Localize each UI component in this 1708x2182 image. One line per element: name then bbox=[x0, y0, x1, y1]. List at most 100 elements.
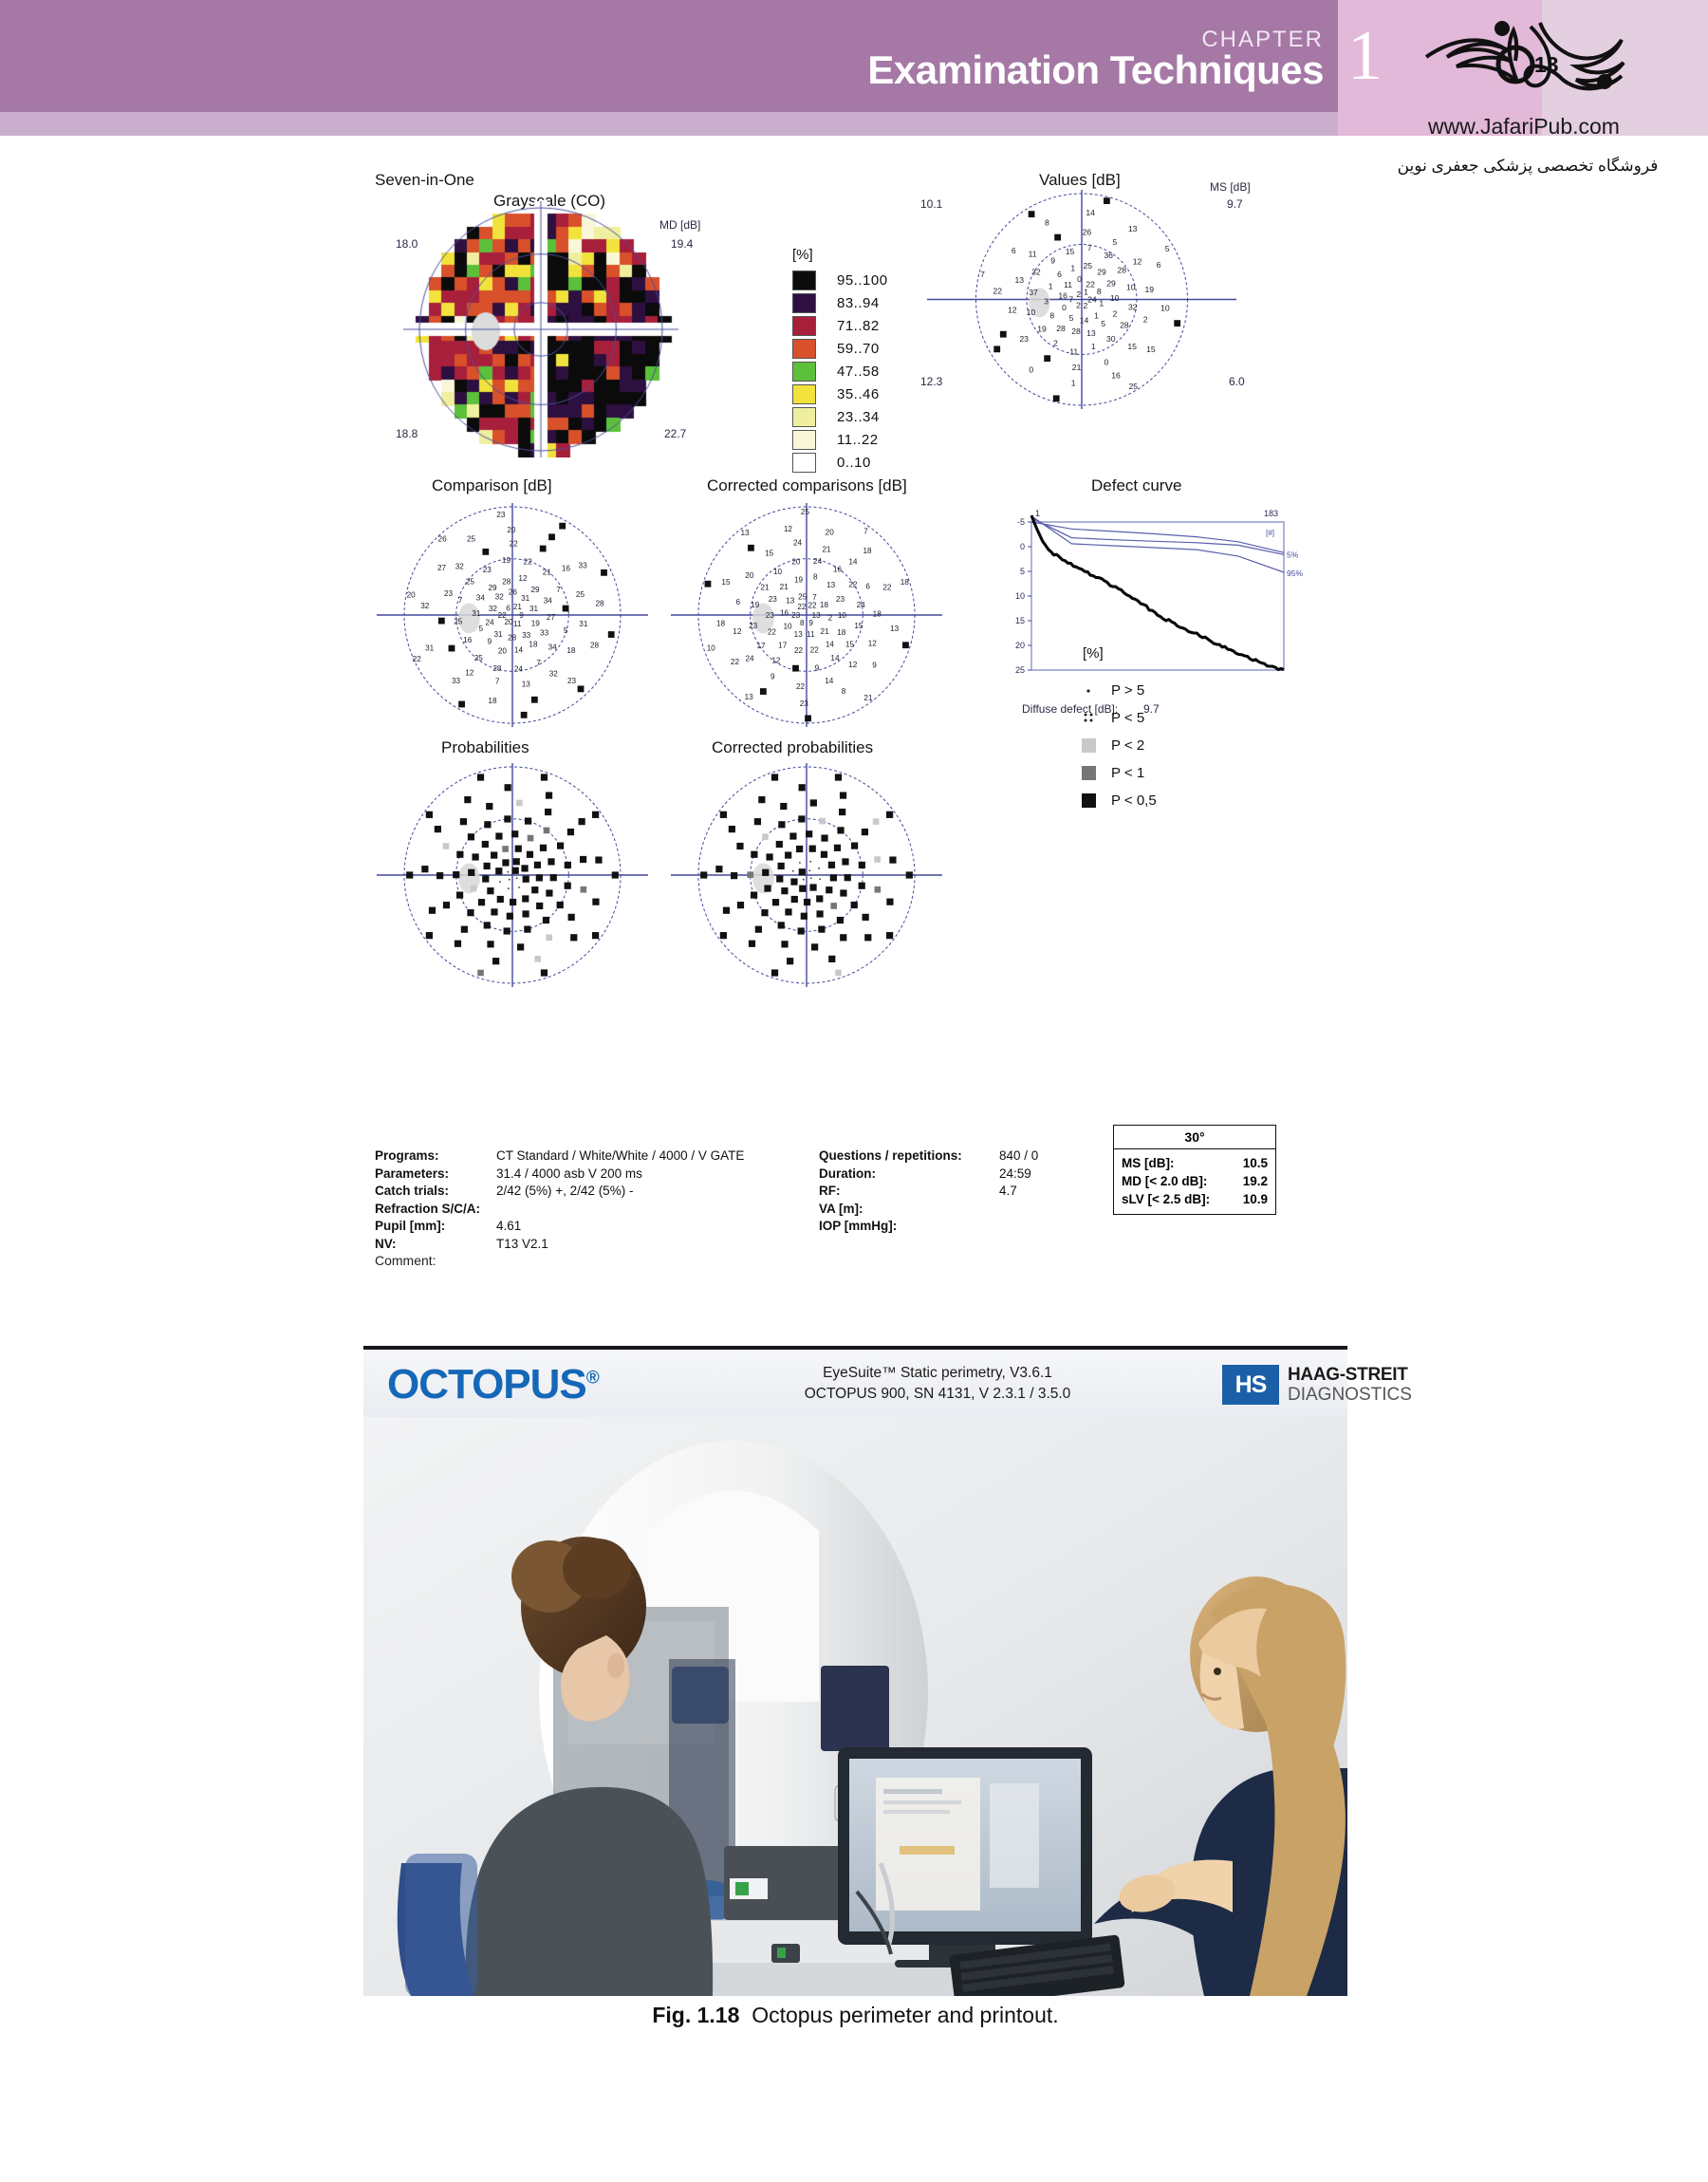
svg-text:34: 34 bbox=[548, 643, 558, 652]
svg-text:2: 2 bbox=[1053, 338, 1058, 347]
parameter-key-right: Duration: bbox=[819, 1166, 876, 1181]
grayscale-map bbox=[403, 201, 678, 467]
parameter-row: Refraction S/C/A: VA [m]: bbox=[375, 1202, 1113, 1217]
svg-text:10: 10 bbox=[783, 623, 792, 631]
panel-title-probabilities: Probabilities bbox=[441, 738, 529, 756]
svg-text:9: 9 bbox=[872, 662, 877, 670]
svg-text:6: 6 bbox=[735, 598, 740, 606]
svg-text:22: 22 bbox=[882, 584, 892, 592]
summary-row: MS [dB]: 10.5 bbox=[1122, 1154, 1268, 1172]
grayscale-legend-row: 11..22 bbox=[792, 429, 888, 451]
svg-text:13: 13 bbox=[1534, 52, 1559, 77]
svg-text:19: 19 bbox=[794, 576, 804, 585]
svg-text:2: 2 bbox=[1113, 308, 1118, 318]
svg-text:10: 10 bbox=[1110, 293, 1120, 303]
svg-text:23: 23 bbox=[567, 677, 577, 685]
panel-title-defect-curve: Defect curve bbox=[1091, 476, 1182, 494]
grayscale-legend-row: 95..100 bbox=[792, 270, 888, 291]
svg-text:32: 32 bbox=[455, 562, 465, 570]
svg-text:12: 12 bbox=[465, 668, 474, 677]
svg-text:23: 23 bbox=[444, 589, 454, 598]
svg-text:10: 10 bbox=[1126, 283, 1136, 292]
probability-legend-label: P < 5 bbox=[1111, 709, 1145, 726]
svg-text:10: 10 bbox=[1027, 308, 1036, 317]
svg-text:32: 32 bbox=[489, 605, 498, 613]
svg-text:31: 31 bbox=[579, 620, 588, 628]
svg-text:95%: 95% bbox=[1287, 569, 1303, 578]
svg-text:1: 1 bbox=[1035, 509, 1040, 518]
svg-text:23: 23 bbox=[836, 595, 845, 604]
svg-text:12: 12 bbox=[868, 639, 878, 647]
svg-text:9: 9 bbox=[519, 611, 524, 620]
svg-text:15: 15 bbox=[721, 578, 731, 587]
svg-text:12: 12 bbox=[1008, 305, 1017, 314]
svg-text:34: 34 bbox=[544, 596, 553, 605]
svg-text:30: 30 bbox=[1106, 334, 1116, 344]
svg-text:18: 18 bbox=[529, 641, 538, 649]
parameter-value-right bbox=[999, 1202, 1113, 1217]
svg-text:1: 1 bbox=[1049, 282, 1053, 291]
grayscale-legend-row: 47..58 bbox=[792, 361, 888, 382]
probability-legend: [%] P > 5 P < 5 P < 2 P < 1 P < 0,5 bbox=[1077, 645, 1157, 816]
svg-text:32: 32 bbox=[549, 670, 559, 679]
svg-text:19: 19 bbox=[502, 556, 511, 565]
grayscale-legend-swatch bbox=[792, 407, 816, 427]
svg-text:28: 28 bbox=[1118, 265, 1127, 274]
svg-text:13: 13 bbox=[745, 693, 754, 701]
svg-text:183: 183 bbox=[1264, 509, 1278, 518]
svg-text:22: 22 bbox=[498, 611, 508, 620]
values-corner-bottom-right: 6.0 bbox=[1229, 375, 1245, 388]
svg-text:0: 0 bbox=[1077, 274, 1082, 284]
svg-text:23: 23 bbox=[1019, 334, 1029, 344]
svg-text:17: 17 bbox=[756, 642, 766, 650]
svg-text:31: 31 bbox=[521, 594, 530, 603]
svg-text:21: 21 bbox=[1072, 363, 1082, 372]
grayscale-legend-swatch bbox=[792, 430, 816, 450]
svg-text:13: 13 bbox=[1128, 224, 1138, 233]
svg-text:18: 18 bbox=[566, 646, 576, 655]
svg-text:18: 18 bbox=[716, 619, 726, 627]
svg-text:7: 7 bbox=[863, 528, 868, 536]
svg-text:29: 29 bbox=[488, 584, 497, 592]
parameter-key-right: VA [m]: bbox=[819, 1201, 863, 1216]
parameter-value: 2/42 (5%) +, 2/42 (5%) - bbox=[496, 1184, 634, 1198]
svg-text:12: 12 bbox=[848, 661, 858, 669]
hs-mark: HS bbox=[1222, 1365, 1279, 1405]
svg-text:13: 13 bbox=[812, 611, 822, 620]
svg-text:28: 28 bbox=[1120, 321, 1129, 330]
grayscale-legend-swatch bbox=[792, 339, 816, 359]
svg-text:2: 2 bbox=[1083, 301, 1087, 310]
svg-text:22: 22 bbox=[796, 682, 806, 691]
svg-text:28: 28 bbox=[492, 664, 502, 673]
svg-text:21: 21 bbox=[821, 627, 830, 636]
svg-text:19: 19 bbox=[1037, 324, 1047, 333]
parameter-value: 4.61 bbox=[496, 1219, 522, 1233]
svg-text:20: 20 bbox=[745, 571, 754, 580]
parameter-value bbox=[496, 1202, 819, 1217]
svg-text:8: 8 bbox=[1097, 287, 1102, 296]
svg-text:29: 29 bbox=[530, 586, 540, 594]
probability-legend-row: P > 5 bbox=[1077, 679, 1157, 701]
svg-text:27: 27 bbox=[547, 613, 556, 622]
svg-text:15: 15 bbox=[1127, 342, 1137, 351]
svg-text:25: 25 bbox=[467, 535, 476, 544]
svg-text:2: 2 bbox=[1076, 300, 1081, 309]
svg-text:20: 20 bbox=[504, 618, 513, 626]
panel-title-comparison: Comparison [dB] bbox=[432, 476, 552, 494]
svg-text:21: 21 bbox=[543, 568, 552, 576]
summary-row: MD [< 2.0 dB]: 19.2 bbox=[1122, 1172, 1268, 1190]
svg-text:14: 14 bbox=[1086, 208, 1095, 217]
svg-text:32: 32 bbox=[420, 602, 430, 610]
svg-text:0: 0 bbox=[1020, 542, 1025, 551]
svg-text:14: 14 bbox=[514, 646, 524, 655]
probability-legend-symbol bbox=[1077, 765, 1100, 780]
svg-text:23: 23 bbox=[766, 611, 775, 620]
svg-text:8: 8 bbox=[842, 687, 846, 696]
svg-text:6: 6 bbox=[865, 583, 870, 591]
software-line-1: EyeSuite™ Static perimetry, V3.6.1 bbox=[823, 1365, 1052, 1381]
summary-value: 19.2 bbox=[1242, 1174, 1268, 1188]
panel-title-corrected-probabilities: Corrected probabilities bbox=[712, 738, 874, 756]
grayscale-legend-row: 35..46 bbox=[792, 383, 888, 405]
registered-mark: ® bbox=[585, 1368, 600, 1389]
grayscale-legend-label: 47..58 bbox=[837, 364, 880, 380]
